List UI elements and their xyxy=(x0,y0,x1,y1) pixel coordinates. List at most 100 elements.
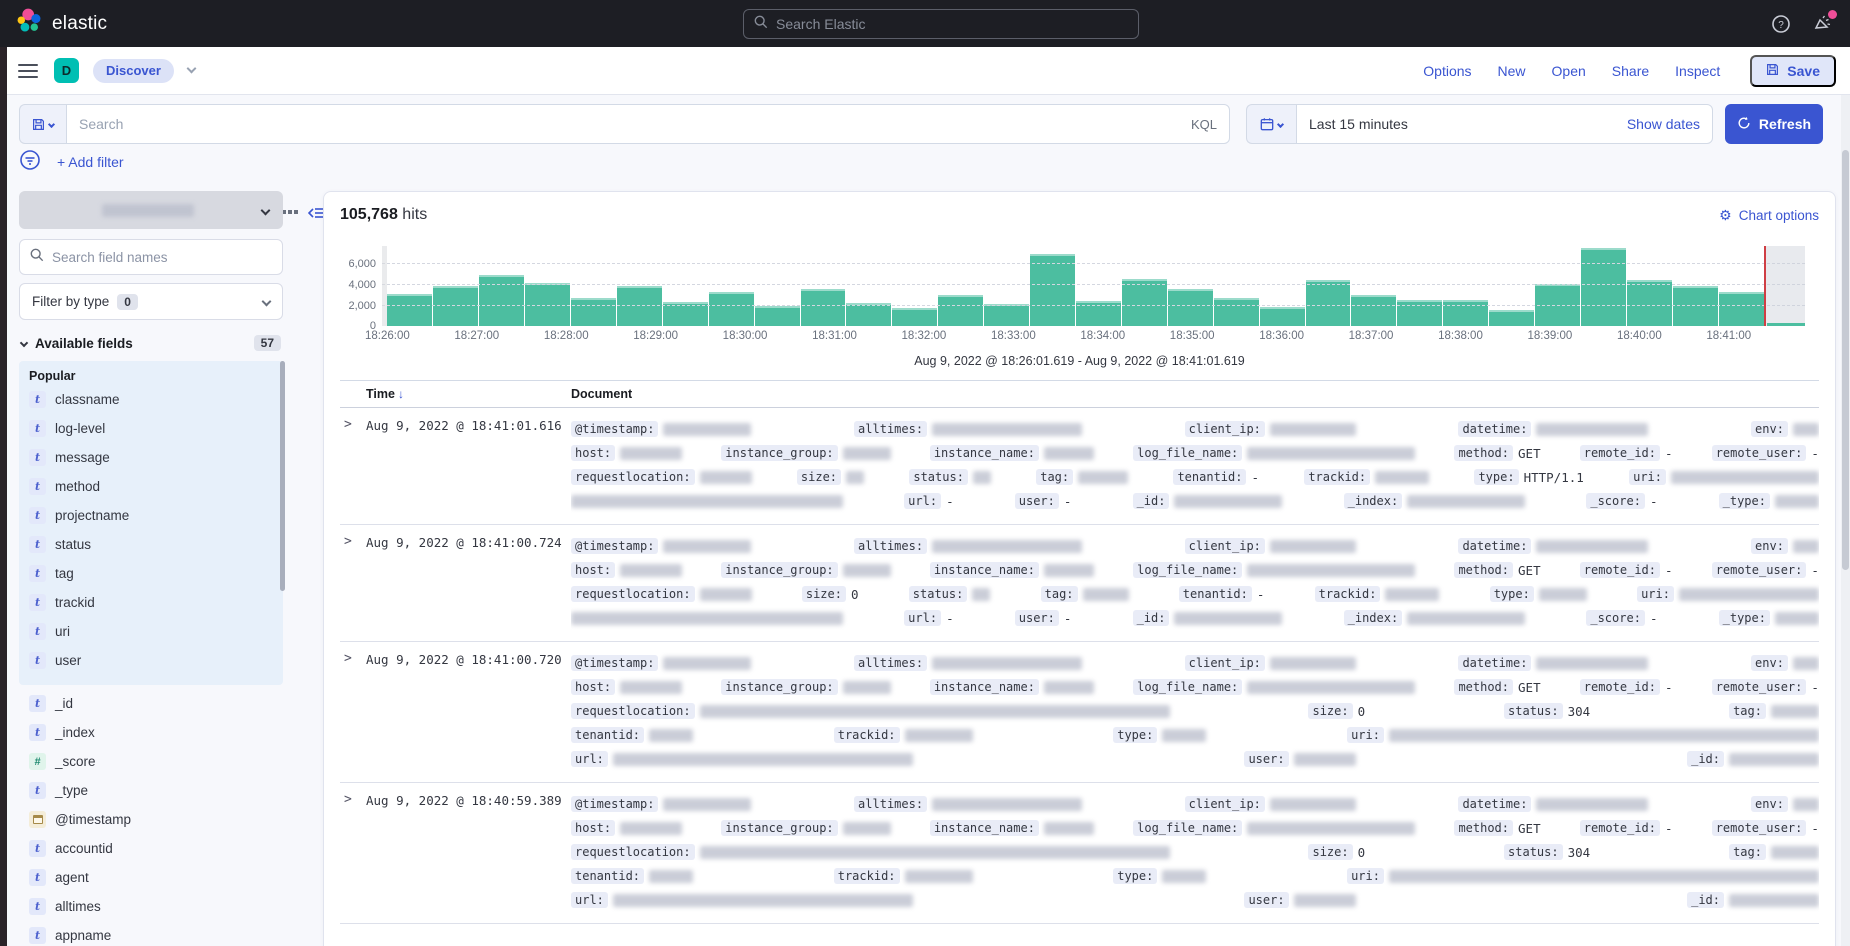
field-value-pair[interactable]: type: xyxy=(1113,727,1207,743)
field-value-pair[interactable]: trackid: xyxy=(833,868,973,884)
field-value-pair[interactable]: @timestamp: xyxy=(571,655,752,671)
histogram-bar[interactable] xyxy=(1580,248,1626,326)
histogram-bar[interactable] xyxy=(662,302,708,326)
field-value-pair[interactable]: alltimes: xyxy=(854,796,1083,812)
global-search[interactable] xyxy=(743,9,1139,39)
histogram-bar[interactable] xyxy=(754,305,800,326)
options-link[interactable]: Options xyxy=(1423,62,1472,79)
help-icon[interactable]: ? xyxy=(1770,13,1792,35)
histogram-bar[interactable] xyxy=(1121,278,1167,326)
histogram-bar[interactable] xyxy=(1213,298,1259,326)
field-value-pair[interactable]: instance_name: xyxy=(929,445,1094,461)
field-item-appname[interactable]: t appname xyxy=(29,921,283,946)
field-value-pair[interactable]: env: xyxy=(1751,421,1819,437)
field-item-_id[interactable]: t _id xyxy=(29,689,283,718)
field-value-pair[interactable]: tag: xyxy=(1729,844,1819,860)
field-value-pair[interactable] xyxy=(571,611,843,625)
scrollbar-thumb[interactable] xyxy=(1842,150,1849,570)
field-value-pair[interactable]: alltimes: xyxy=(854,655,1083,671)
field-value-pair[interactable]: user: xyxy=(1244,892,1356,908)
field-value-pair[interactable]: remote_id: - xyxy=(1579,679,1673,695)
field-value-pair[interactable]: instance_group: xyxy=(721,679,891,695)
field-value-pair[interactable]: _id: xyxy=(1687,751,1819,767)
histogram-bar[interactable] xyxy=(1626,279,1672,326)
field-value-pair[interactable]: log_file_name: xyxy=(1133,562,1416,578)
field-value-pair[interactable]: tenantid: - xyxy=(1173,469,1259,485)
expand-row-icon[interactable]: > xyxy=(344,534,352,549)
collapse-sidebar-icon[interactable] xyxy=(307,205,324,226)
field-value-pair[interactable]: uri: xyxy=(1347,868,1819,884)
field-value-pair[interactable]: tag: xyxy=(1040,586,1129,602)
field-value-pair[interactable]: requestlocation: xyxy=(571,469,752,485)
histogram-bar[interactable] xyxy=(479,274,525,326)
field-value-pair[interactable]: remote_id: - xyxy=(1579,562,1673,578)
inspect-link[interactable]: Inspect xyxy=(1675,62,1721,79)
open-link[interactable]: Open xyxy=(1551,62,1586,79)
histogram-bar[interactable] xyxy=(1305,279,1351,326)
histogram-bar[interactable] xyxy=(1718,292,1764,326)
field-value-pair[interactable]: requestlocation: xyxy=(571,703,1170,719)
histogram-bar[interactable] xyxy=(525,282,571,326)
field-item-accountid[interactable]: t accountid xyxy=(29,834,283,863)
breadcrumb[interactable]: Discover xyxy=(93,58,174,83)
field-value-pair[interactable]: uri: xyxy=(1637,586,1819,602)
field-value-pair[interactable]: env: xyxy=(1751,538,1819,554)
field-value-pair[interactable]: type: xyxy=(1489,586,1587,602)
field-item-_index[interactable]: t _index xyxy=(29,718,283,747)
field-item-log-level[interactable]: t log-level xyxy=(29,414,283,443)
new-link[interactable]: New xyxy=(1497,62,1526,79)
field-value-pair[interactable]: instance_group: xyxy=(721,445,891,461)
field-value-pair[interactable]: _type: xyxy=(1718,610,1819,626)
field-value-pair[interactable]: _id: xyxy=(1132,493,1283,509)
field-value-pair[interactable]: _id: xyxy=(1132,610,1283,626)
field-value-pair[interactable]: tag: xyxy=(1036,469,1129,485)
expand-row-icon[interactable]: > xyxy=(344,792,352,807)
share-link[interactable]: Share xyxy=(1611,62,1650,79)
field-value-pair[interactable]: env: xyxy=(1751,796,1819,812)
field-value-pair[interactable]: uri: xyxy=(1629,469,1819,485)
field-value-pair[interactable]: remote_user: - xyxy=(1711,820,1819,836)
field-item-user[interactable]: t user xyxy=(29,646,283,675)
field-item-trackid[interactable]: t trackid xyxy=(29,588,283,617)
field-value-pair[interactable]: @timestamp: xyxy=(571,421,752,437)
field-value-pair[interactable]: requestlocation: xyxy=(571,844,1170,860)
field-value-pair[interactable]: instance_name: xyxy=(929,562,1094,578)
breadcrumb-chevron-icon[interactable] xyxy=(186,63,197,74)
histogram-plot[interactable] xyxy=(382,246,1805,326)
field-value-pair[interactable]: instance_name: xyxy=(929,820,1094,836)
kql-badge[interactable]: KQL xyxy=(1190,116,1217,132)
space-avatar[interactable]: D xyxy=(54,58,79,83)
field-value-pair[interactable]: method: GET xyxy=(1454,562,1541,578)
query-input-wrapper[interactable]: KQL xyxy=(66,104,1230,144)
field-search-input[interactable] xyxy=(52,249,272,265)
index-pattern-selector[interactable] xyxy=(19,191,283,229)
field-value-pair[interactable]: host: xyxy=(571,562,683,578)
field-value-pair[interactable]: host: xyxy=(571,679,683,695)
field-value-pair[interactable]: trackid: xyxy=(833,727,973,743)
field-value-pair[interactable]: type: xyxy=(1113,868,1207,884)
field-value-pair[interactable]: tenantid: xyxy=(571,727,694,743)
field-item-alltimes[interactable]: t alltimes xyxy=(29,892,283,921)
refresh-button[interactable]: Refresh xyxy=(1725,104,1823,144)
field-value-pair[interactable]: _index: xyxy=(1343,493,1526,509)
filter-by-type-control[interactable]: Filter by type 0 xyxy=(19,283,283,320)
histogram-bar[interactable] xyxy=(1030,254,1075,326)
field-value-pair[interactable]: datetime: xyxy=(1458,655,1649,671)
field-value-pair[interactable]: host: xyxy=(571,820,683,836)
field-value-pair[interactable]: user: - xyxy=(1014,493,1071,509)
field-value-pair[interactable]: alltimes: xyxy=(854,538,1083,554)
field-value-pair[interactable]: host: xyxy=(571,445,683,461)
field-value-pair[interactable]: method: GET xyxy=(1454,820,1541,836)
saved-query-menu-button[interactable] xyxy=(19,104,66,144)
field-value-pair[interactable]: log_file_name: xyxy=(1133,445,1416,461)
field-value-pair[interactable]: client_ip: xyxy=(1184,421,1356,437)
field-value-pair[interactable]: client_ip: xyxy=(1184,655,1356,671)
field-value-pair[interactable]: _id: xyxy=(1687,892,1819,908)
field-value-pair[interactable]: type: HTTP/1.1 xyxy=(1474,469,1584,485)
window-scrollbar[interactable] xyxy=(1841,95,1850,946)
time-range-control[interactable]: Last 15 minutes Show dates xyxy=(1296,104,1713,144)
histogram-bar[interactable] xyxy=(1351,295,1397,326)
field-value-pair[interactable]: url: - xyxy=(904,493,954,509)
field-value-pair[interactable]: url: xyxy=(571,892,913,908)
field-value-pair[interactable]: @timestamp: xyxy=(571,796,752,812)
